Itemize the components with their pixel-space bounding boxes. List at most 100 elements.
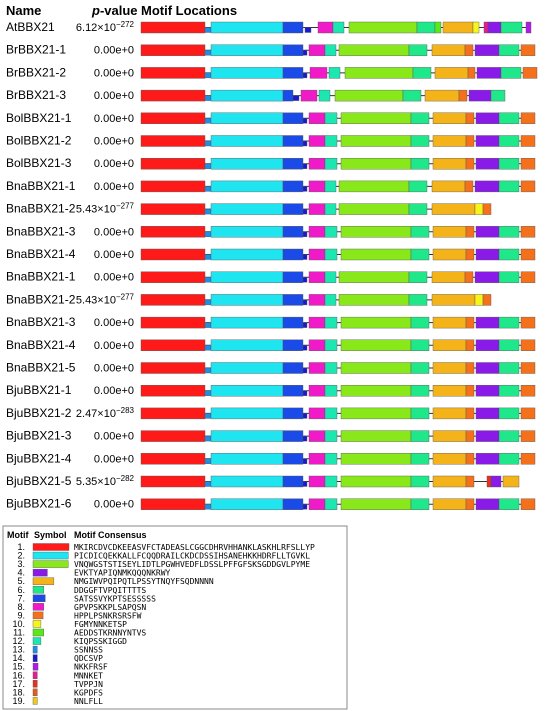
motif-2-block bbox=[210, 498, 284, 510]
motif-10-block bbox=[474, 294, 484, 306]
motif-14-block bbox=[302, 118, 308, 124]
motif-3-block bbox=[340, 430, 412, 442]
legend-symbol-18 bbox=[32, 688, 38, 697]
legend-row: 19. NNLFLL bbox=[12, 696, 103, 706]
gene-pvalue: 0.00e+0 bbox=[94, 453, 134, 465]
motif-1-block bbox=[140, 498, 206, 510]
motif-7-block bbox=[282, 89, 294, 102]
motif-9-block bbox=[482, 203, 492, 215]
motif-6-block bbox=[412, 67, 432, 79]
gene-row: BnaBBX21-1 0.00e+0 bbox=[6, 270, 536, 284]
legend-consensus: EVKTYAPIQNMKQQQNKRWY bbox=[74, 569, 171, 578]
motif-2-block bbox=[210, 157, 284, 170]
motif-8-block bbox=[308, 294, 326, 306]
gene-row: BnaBBX21-4 0.00e+0 bbox=[6, 338, 536, 352]
motif-12-block bbox=[324, 135, 338, 147]
motif-14-block bbox=[302, 140, 308, 147]
motif-1-block bbox=[140, 475, 206, 488]
pvalue-mantissa: 5.43×10 bbox=[76, 294, 116, 306]
motif-2-block bbox=[210, 89, 284, 102]
gene-row: BjuBBX21-3 0.00e+0 bbox=[6, 429, 536, 443]
motif-2-block bbox=[210, 44, 284, 56]
motif-13-block bbox=[204, 277, 212, 283]
motif-13-block bbox=[204, 345, 212, 351]
motif-6-block bbox=[410, 430, 430, 442]
motif-9-block bbox=[520, 112, 536, 125]
gene-row: BjuBBX21-4 0.00e+0 bbox=[6, 451, 536, 465]
motif-14-block bbox=[302, 254, 308, 260]
motif-4-block bbox=[474, 271, 500, 283]
motif-8-block bbox=[308, 44, 326, 56]
motif-3-block bbox=[338, 294, 410, 306]
legend-motif-number: 19. bbox=[12, 696, 25, 706]
motif-legend: Motif Symbol Motif Consensus 1. MKIRCDVCD… bbox=[2, 525, 348, 710]
motif-9-block bbox=[520, 362, 536, 374]
motif-12-block bbox=[328, 67, 341, 79]
legend-row: 13. SSNNSS bbox=[12, 645, 103, 655]
motif-14-block bbox=[302, 481, 308, 487]
motif-13-block bbox=[204, 481, 212, 487]
motif-12-block bbox=[324, 385, 338, 397]
motif-3-block bbox=[334, 89, 404, 102]
motif-10-block bbox=[472, 21, 480, 34]
legend-consensus: TVPPJN bbox=[74, 680, 103, 689]
motif-4-block bbox=[474, 44, 500, 56]
legend-symbol-19 bbox=[32, 697, 38, 705]
legend-rows: 1. MKIRCDVCDKEEASVFCTADEASLCGGCDHRVHHANKL… bbox=[12, 542, 315, 706]
motif-3-block bbox=[340, 226, 412, 238]
column-headers: Name p-value Motif Locations bbox=[6, 3, 237, 18]
motif-6-block bbox=[498, 135, 520, 147]
motif-9-block bbox=[520, 180, 536, 193]
legend-symbol-12 bbox=[32, 637, 42, 645]
legend-row: 9. HPPLPSNKRSRSFW bbox=[17, 610, 141, 620]
gene-row: BnaBBX21-2 5.43×10−277 bbox=[6, 202, 492, 216]
motif-2-block bbox=[210, 475, 284, 488]
motif-2-block bbox=[210, 226, 284, 238]
motif-2-block bbox=[210, 453, 284, 465]
motif-9-block bbox=[520, 157, 536, 170]
motif-6-block bbox=[408, 294, 428, 306]
motif-3-block bbox=[338, 180, 410, 193]
motif-7-block bbox=[282, 316, 304, 329]
legend-symbol-17 bbox=[32, 680, 38, 688]
pvalue-exponent: −277 bbox=[116, 202, 135, 211]
motif-8-block bbox=[308, 112, 326, 125]
motif-13-block bbox=[204, 367, 212, 374]
motif-3-block bbox=[338, 44, 410, 56]
motif-5-block bbox=[502, 475, 520, 488]
motif-9-block bbox=[464, 271, 474, 283]
legend-row: 14. QDCSVP bbox=[12, 653, 103, 663]
gene-pvalue: 0.00e+0 bbox=[94, 317, 134, 329]
motif-7-block bbox=[282, 430, 304, 442]
motif-5-block bbox=[432, 339, 467, 351]
motif-6-block bbox=[498, 226, 520, 238]
gene-name: BjuBBX21-2 bbox=[6, 406, 72, 420]
motif-9-block bbox=[464, 180, 474, 193]
legend-row: 16. MNNKET bbox=[12, 670, 103, 680]
legend-motif-number: 7. bbox=[17, 593, 25, 603]
motif-8-block bbox=[308, 475, 326, 488]
motif-14-block bbox=[302, 72, 308, 79]
gene-row: BnaBBX21-3 0.00e+0 bbox=[6, 315, 536, 329]
motif-4-block bbox=[475, 112, 500, 125]
motif-2-block bbox=[210, 385, 284, 397]
motif-7-block bbox=[282, 67, 304, 79]
motif-8-block bbox=[309, 67, 328, 79]
motif-6-block bbox=[498, 453, 520, 465]
gene-row: BnaBBX21-4 0.00e+0 bbox=[6, 247, 536, 261]
motif-6-block bbox=[498, 362, 520, 374]
legend-motif-header: Motif bbox=[7, 530, 29, 540]
motif-3-block bbox=[340, 385, 412, 397]
motif-3-block bbox=[340, 475, 412, 488]
locations-header: Motif Locations bbox=[141, 3, 237, 18]
legend-row: 11. AEDDSTKRNNYNTVS bbox=[13, 628, 146, 638]
gene-name: AtBBX21 bbox=[6, 20, 55, 34]
gene-name: BrBBX21-3 bbox=[6, 88, 66, 102]
motif-5-block bbox=[442, 21, 474, 34]
name-header: Name bbox=[6, 3, 41, 18]
motif-12-block bbox=[324, 226, 338, 238]
motif-15-block bbox=[525, 21, 532, 34]
gene-pvalue: 0.00e+0 bbox=[94, 136, 134, 148]
motif-2-block bbox=[210, 203, 284, 215]
gene-pvalue: 0.00e+0 bbox=[94, 67, 134, 79]
